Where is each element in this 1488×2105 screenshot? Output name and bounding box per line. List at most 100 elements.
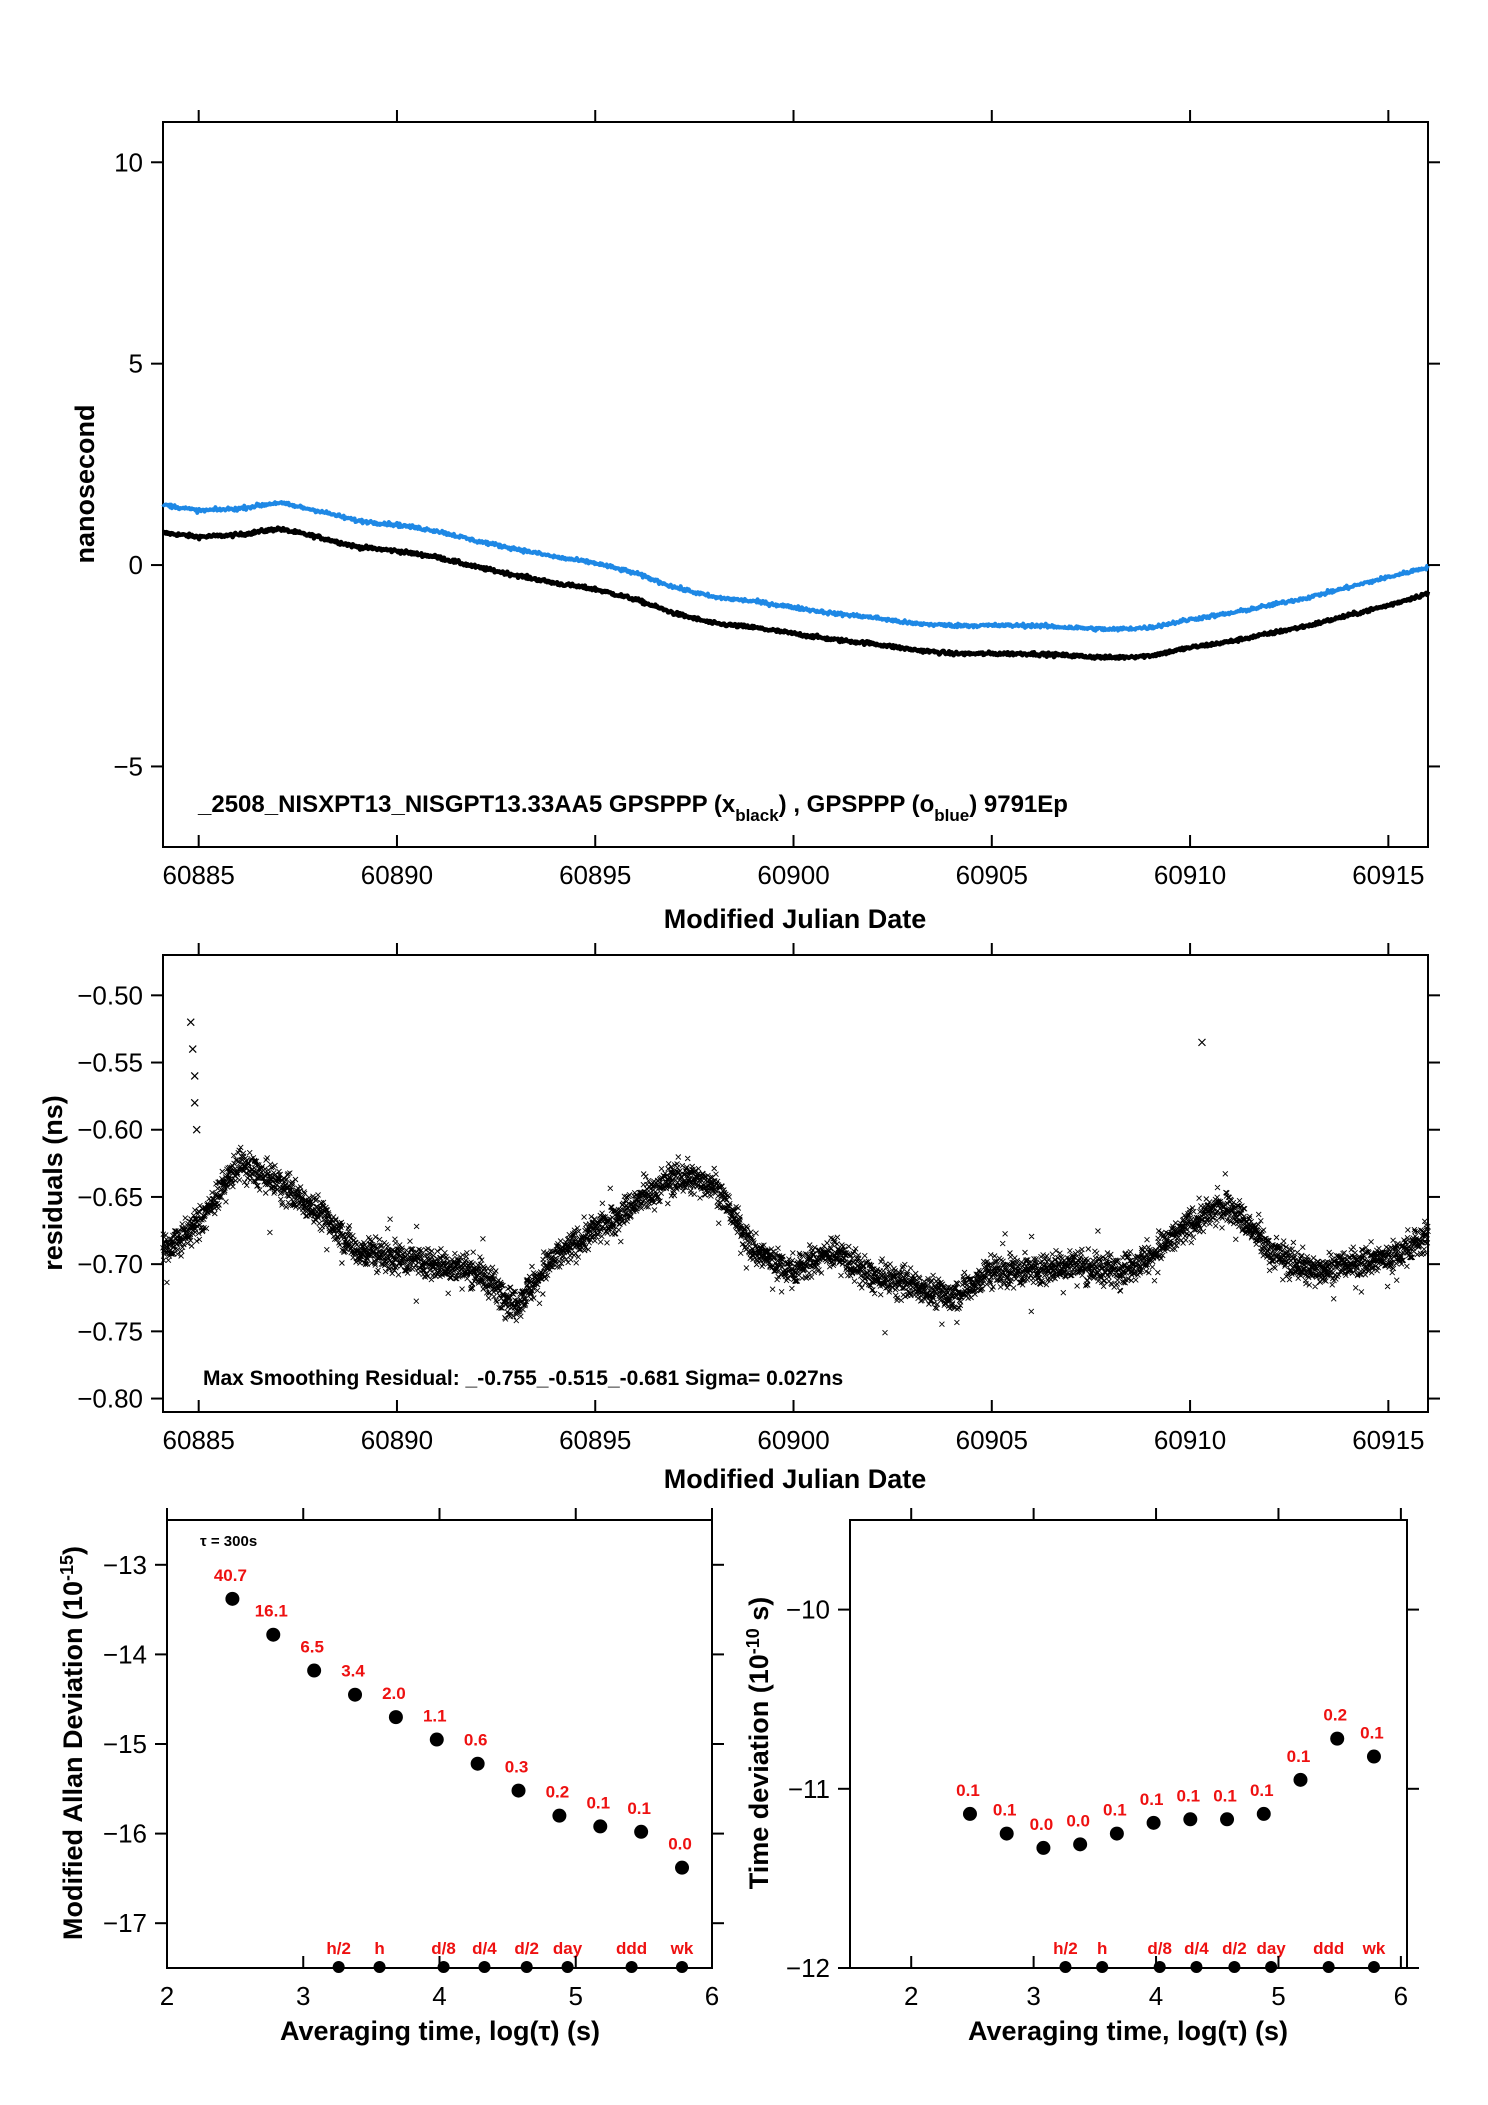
mdev-point bbox=[225, 1591, 240, 1606]
tdev-point bbox=[1293, 1772, 1308, 1787]
mdev-x-tick-label: 5 bbox=[569, 1981, 583, 2011]
mdev-point-label: 6.5 bbox=[300, 1638, 324, 1657]
phase-x-tick-label: 60885 bbox=[163, 860, 235, 890]
tdev-y-tick-label: −11 bbox=[788, 1774, 830, 1804]
tdev-point-label: 0.1 bbox=[1250, 1781, 1274, 1800]
mdev-point-label: 0.3 bbox=[505, 1758, 529, 1777]
tdev-point-label: 0.0 bbox=[1066, 1811, 1090, 1830]
tdev-point bbox=[1036, 1840, 1051, 1855]
tdev-point bbox=[1330, 1731, 1345, 1746]
mdev-marker-dot bbox=[437, 1961, 450, 1973]
residuals-y-tick-label: −0.65 bbox=[77, 1182, 143, 1212]
mdev-marker-dot bbox=[676, 1961, 689, 1973]
mdev-marker-dot bbox=[478, 1961, 491, 1973]
mdev-point-label: 0.2 bbox=[546, 1783, 570, 1802]
tdev-marker-dot bbox=[1367, 1961, 1380, 1973]
residuals-x-tick-label: 60905 bbox=[956, 1425, 1028, 1455]
tdev-point-label: 0.1 bbox=[1177, 1786, 1201, 1805]
mdev-y-tick-label: −13 bbox=[103, 1550, 147, 1580]
mdev-marker-label: h bbox=[374, 1939, 384, 1958]
tdev-marker-dot bbox=[1190, 1961, 1203, 1973]
mdev-marker-label: d/4 bbox=[472, 1939, 497, 1958]
mdev-point-label: 0.0 bbox=[668, 1835, 692, 1854]
tau-note: τ = 300s bbox=[200, 1533, 257, 1550]
mdev-panel: 40.7 16.1 6.5 3.4 2.0 1.1 0.6 0.3 0.2 0.1 0.1 0.0 h/… bbox=[57, 1508, 724, 2046]
mdev-point-label: 3.4 bbox=[341, 1662, 365, 1681]
mdev-marker-label: h/2 bbox=[326, 1939, 351, 1958]
mdev-point bbox=[307, 1663, 322, 1678]
phase-y-axis-label: nanosecond bbox=[70, 404, 100, 563]
mdev-x-tick-label: 6 bbox=[705, 1981, 719, 2011]
tdev-y-tick-label: −12 bbox=[786, 1953, 830, 1983]
mdev-point-label: 40.7 bbox=[214, 1566, 247, 1585]
residuals-x-tick-label: 60910 bbox=[1154, 1425, 1226, 1455]
tdev-point bbox=[1220, 1812, 1235, 1827]
tdev-point bbox=[1073, 1837, 1088, 1852]
tdev-point bbox=[1366, 1749, 1381, 1764]
mdev-point bbox=[429, 1732, 444, 1747]
mdev-point-label: 0.6 bbox=[464, 1731, 488, 1750]
tdev-point-label: 0.1 bbox=[1140, 1790, 1164, 1809]
residuals-plot-frame bbox=[162, 954, 1429, 1413]
residuals-y-tick-label: −0.55 bbox=[77, 1048, 143, 1078]
tdev-point bbox=[1109, 1826, 1124, 1841]
residuals-ticks: 60885 60890 60895 60900 60905 60910 60915 −0.80… bbox=[77, 943, 1440, 1455]
phase-annotation: _2508_NISXPT13_NISGPT13.33AA5 GPSPPP (xb… bbox=[197, 791, 1068, 825]
residuals-y-tick-label: −0.60 bbox=[77, 1115, 143, 1145]
mdev-point bbox=[675, 1860, 690, 1875]
mdev-point bbox=[388, 1710, 403, 1725]
tdev-point-label: 0.1 bbox=[1103, 1801, 1127, 1820]
phase-panel: 60885 60890 60895 60900 60905 60910 60915 −5 0 5 1… bbox=[70, 110, 1440, 934]
mdev-point bbox=[511, 1783, 526, 1798]
tdev-x-tick-label: 3 bbox=[1026, 1981, 1040, 2011]
mdev-point bbox=[593, 1819, 608, 1834]
tdev-x-tick-label: 4 bbox=[1149, 1981, 1163, 2011]
tdev-x-tick-label: 2 bbox=[904, 1981, 918, 2011]
mdev-point-label: 0.1 bbox=[627, 1799, 651, 1818]
mdev-point bbox=[348, 1687, 363, 1702]
residuals-x-axis-label: Modified Julian Date bbox=[664, 1464, 927, 1494]
tdev-point bbox=[1183, 1812, 1198, 1827]
tdev-marker-label: d/2 bbox=[1222, 1939, 1247, 1958]
tdev-y-axis-label: Time deviation (10-10 s) bbox=[743, 1597, 774, 1890]
tdev-point bbox=[962, 1806, 977, 1821]
residual-points bbox=[160, 1018, 1431, 1336]
residuals-y-tick-label: −0.80 bbox=[77, 1384, 143, 1414]
residuals-x-tick-label: 60885 bbox=[163, 1425, 235, 1455]
mdev-marker-label: d/2 bbox=[514, 1939, 539, 1958]
mdev-x-axis-label: Averaging time, log(τ) (s) bbox=[280, 2016, 600, 2046]
tdev-marker-label: d/8 bbox=[1147, 1939, 1172, 1958]
tdev-point-label: 0.1 bbox=[1287, 1747, 1311, 1766]
mdev-point bbox=[266, 1627, 281, 1642]
tdev-point-label: 0.0 bbox=[1030, 1815, 1054, 1834]
tdev-marker-label: d/4 bbox=[1184, 1939, 1209, 1958]
tdev-x-tick-label: 6 bbox=[1394, 1981, 1408, 2011]
tdev-ticks: 2 3 4 5 6 −12 −11 −10 bbox=[786, 1508, 1419, 2011]
residuals-y-tick-label: −0.75 bbox=[77, 1316, 143, 1346]
tdev-marker-label: day bbox=[1256, 1939, 1286, 1958]
tdev-marker-label: ddd bbox=[1313, 1939, 1344, 1958]
residuals-y-tick-label: −0.70 bbox=[77, 1249, 143, 1279]
phase-plot-frame bbox=[162, 121, 1429, 848]
mdev-point bbox=[552, 1808, 567, 1823]
phase-x-tick-label: 60895 bbox=[559, 860, 631, 890]
mdev-points: 40.7 16.1 6.5 3.4 2.0 1.1 0.6 0.3 0.2 0.1 0.1 0.0 h/… bbox=[214, 1566, 694, 1973]
tdev-x-axis-label: Averaging time, log(τ) (s) bbox=[968, 2016, 1288, 2046]
mdev-marker-label: ddd bbox=[616, 1939, 647, 1958]
residuals-x-tick-label: 60890 bbox=[361, 1425, 433, 1455]
mdev-x-tick-label: 2 bbox=[160, 1981, 174, 2011]
tdev-point bbox=[1256, 1806, 1271, 1821]
residuals-x-tick-label: 60900 bbox=[757, 1425, 829, 1455]
tdev-marker-dot bbox=[1265, 1961, 1278, 1973]
mdev-point bbox=[634, 1824, 649, 1839]
mdev-point-label: 16.1 bbox=[255, 1602, 288, 1621]
tdev-x-tick-label: 5 bbox=[1271, 1981, 1285, 2011]
phase-ticks: 60885 60890 60895 60900 60905 60910 60915 −5 0 5 1… bbox=[113, 110, 1440, 890]
tdev-marker-dot bbox=[1096, 1961, 1109, 1973]
tdev-points: 0.1 0.1 0.0 0.0 0.1 0.1 0.1 0.1 0.1 0.1 0.2 0.1 h/2 h… bbox=[956, 1706, 1386, 1973]
tdev-point-label: 0.2 bbox=[1323, 1706, 1347, 1725]
tdev-panel: 0.1 0.1 0.0 0.0 0.1 0.1 0.1 0.1 0.1 0.1 0.2 0.1 h/2 h… bbox=[743, 1508, 1419, 2046]
tdev-marker-label: h bbox=[1097, 1939, 1107, 1958]
residual-crosses bbox=[160, 1144, 1431, 1336]
tdev-marker-label: wk bbox=[1362, 1939, 1386, 1958]
